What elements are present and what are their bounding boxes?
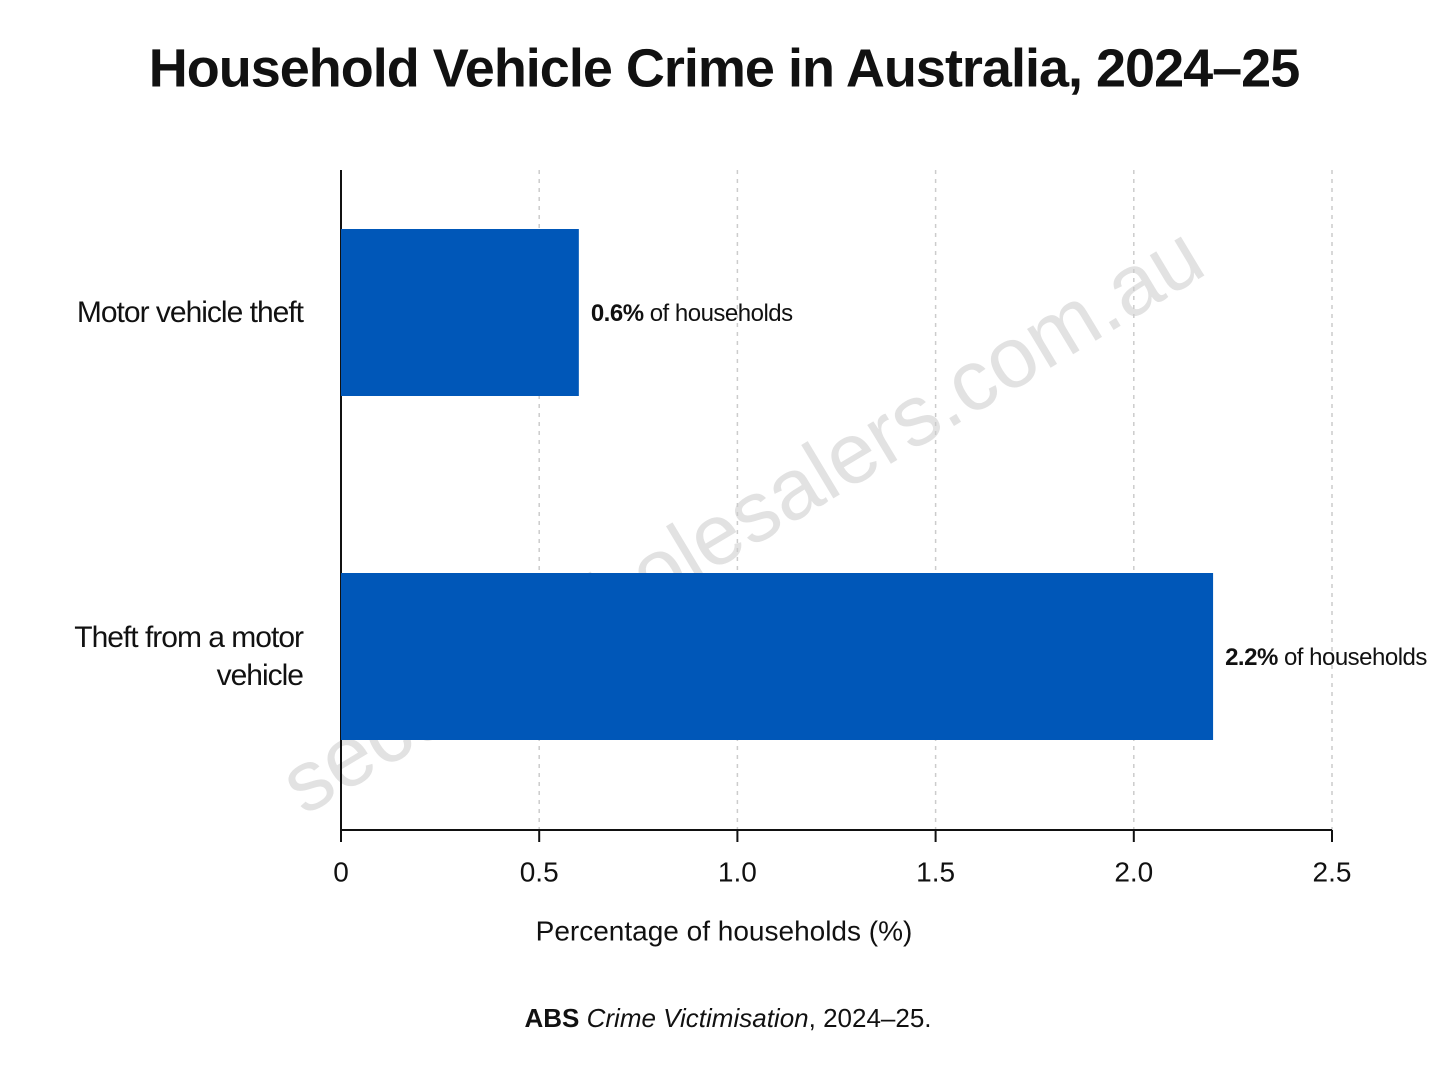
x-tick-label: 1.0 [718,856,757,887]
value-label-number: 2.2% [1225,644,1278,671]
source-suffix: , 2024–25. [809,1003,932,1033]
chart-title: Household Vehicle Crime in Australia, 20… [149,38,1300,98]
x-tick-label: 2.5 [1313,856,1352,887]
source-title: Crime Victimisation [587,1003,809,1033]
y-tick-label: Motor vehicle theft [76,296,304,329]
source-publisher: ABS [524,1003,579,1033]
value-label: 0.6% of households [591,300,793,327]
source: ABS Crime Victimisation, 2024–25. [524,1003,931,1033]
x-axis-label: Percentage of households (%) [536,915,913,946]
value-label-number: 0.6% [591,300,644,327]
value-label-suffix: of households [650,300,793,327]
bar [341,573,1214,740]
x-tick-label: 1.5 [916,856,955,887]
x-tick-label: 0.5 [520,856,559,887]
x-tick-label: 0 [333,856,349,887]
y-tick-label: Theft from a motor vehicle [74,621,304,692]
x-tick-label: 2.0 [1114,856,1153,887]
bar [341,229,579,396]
value-label: 2.2% of households [1225,644,1427,671]
value-label-suffix: of households [1284,644,1427,671]
